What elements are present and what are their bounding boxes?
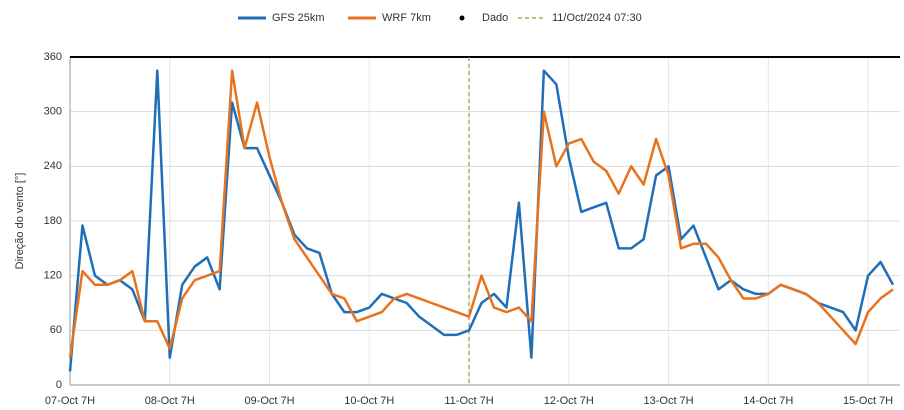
legend-label: GFS 25km <box>272 12 325 24</box>
x-tick-label: 10-Oct 7H <box>344 395 394 407</box>
legend-label: Dado <box>482 12 508 24</box>
legend-label: WRF 7km <box>382 12 431 24</box>
y-tick-label: 60 <box>50 324 62 336</box>
x-tick-label: 08-Oct 7H <box>145 395 195 407</box>
y-tick-label: 360 <box>44 51 62 63</box>
x-tick-label: 07-Oct 7H <box>45 395 95 407</box>
series-line <box>68 69 894 358</box>
y-tick-label: 180 <box>44 215 62 227</box>
x-tick-label: 14-Oct 7H <box>743 395 793 407</box>
x-tick-label: 12-Oct 7H <box>544 395 594 407</box>
y-tick-label: 300 <box>44 106 62 118</box>
y-tick-label: 120 <box>44 270 62 282</box>
y-tick-label: 0 <box>56 379 62 391</box>
x-tick-label: 15-Oct 7H <box>843 395 893 407</box>
legend-label: 11/Oct/2024 07:30 <box>552 12 642 24</box>
y-axis-label: Direção do vento [°] <box>14 173 26 270</box>
series-line <box>68 69 895 372</box>
x-tick-label: 09-Oct 7H <box>244 395 294 407</box>
y-tick-label: 240 <box>44 160 62 172</box>
x-tick-label: 11-Oct 7H <box>444 395 493 407</box>
x-tick-label: 13-Oct 7H <box>643 395 693 407</box>
legend-swatch <box>459 15 465 21</box>
